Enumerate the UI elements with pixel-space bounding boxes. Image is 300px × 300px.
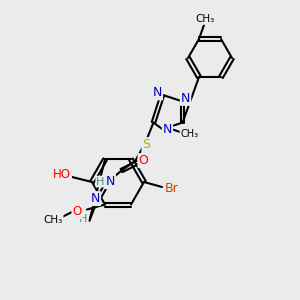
Text: S: S (142, 138, 150, 151)
Text: N: N (181, 92, 190, 105)
Text: O: O (72, 205, 82, 218)
Text: CH₃: CH₃ (44, 214, 63, 224)
Text: O: O (139, 154, 148, 167)
Text: N: N (106, 175, 115, 188)
Text: N: N (91, 192, 100, 205)
Text: H: H (96, 177, 105, 187)
Text: HO: HO (53, 167, 71, 181)
Text: CH₃: CH₃ (180, 129, 199, 139)
Text: H: H (79, 214, 88, 224)
Text: Br: Br (165, 182, 179, 196)
Text: CH₃: CH₃ (195, 14, 214, 24)
Text: N: N (153, 86, 162, 99)
Text: N: N (163, 123, 172, 136)
